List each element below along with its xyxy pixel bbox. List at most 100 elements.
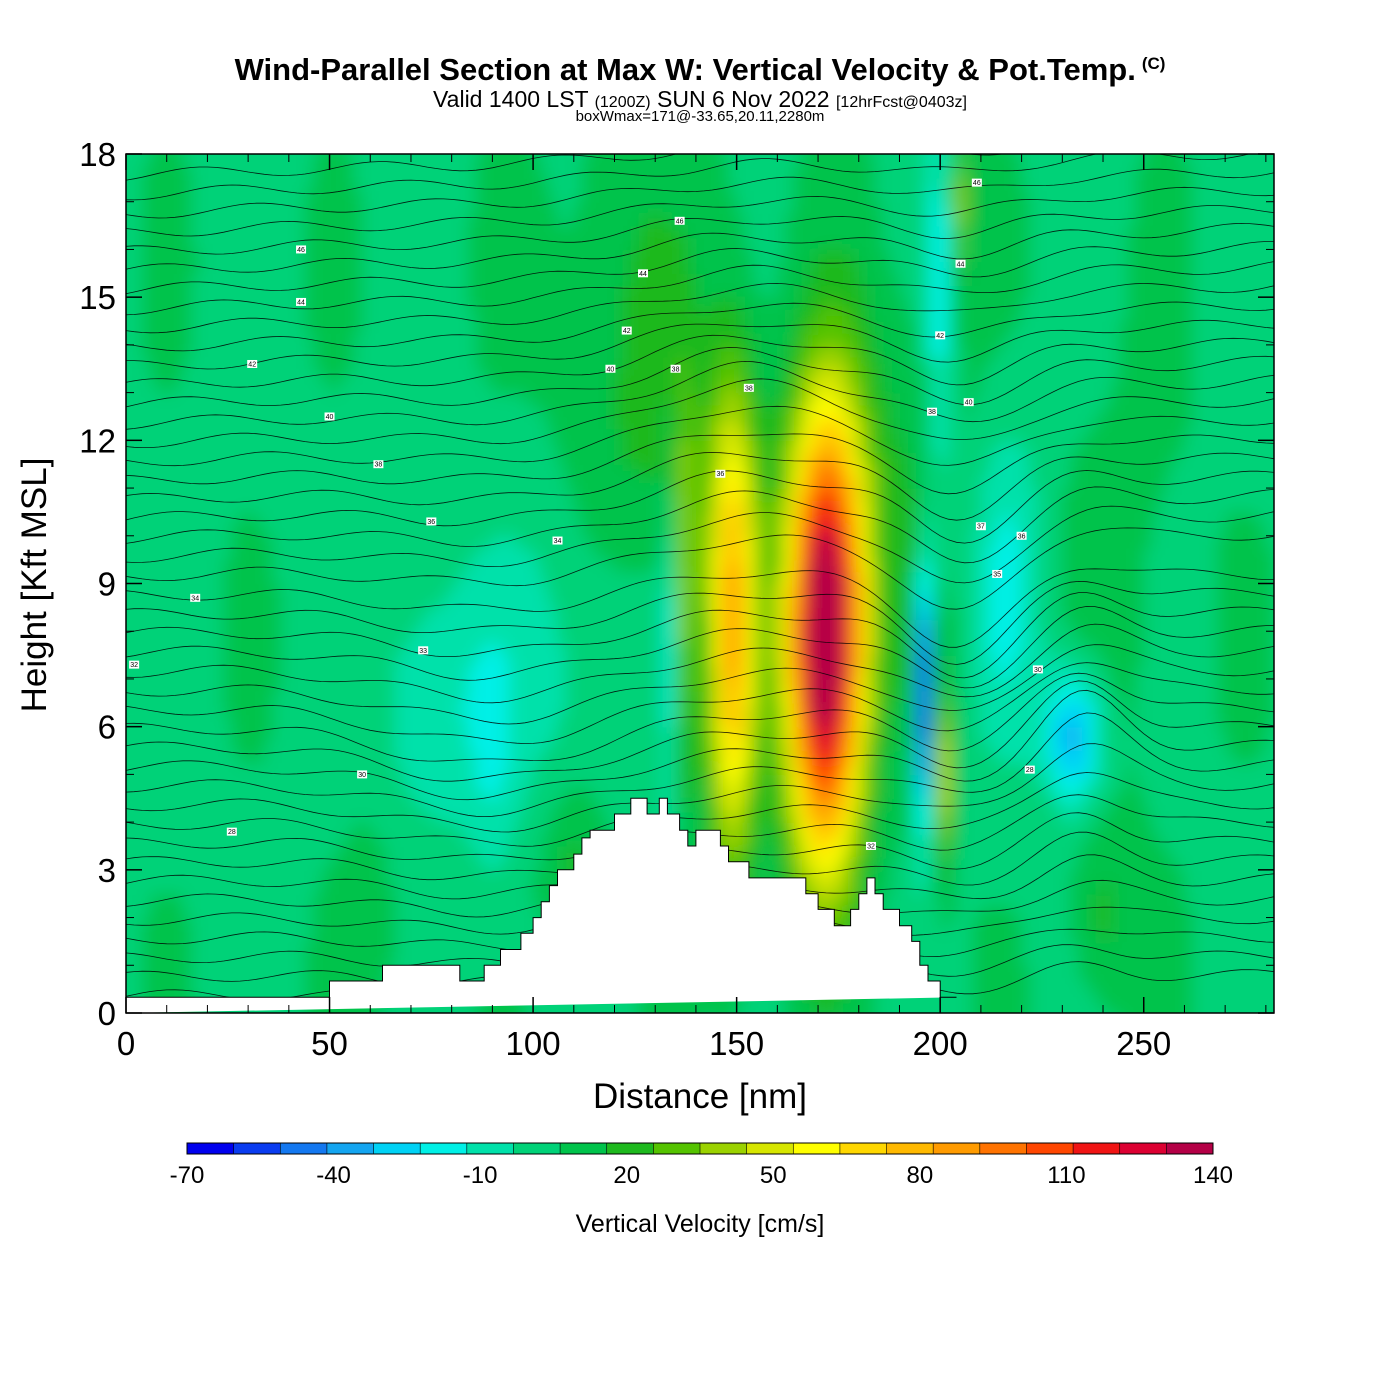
field-cell (305, 917, 314, 931)
field-cell (516, 762, 526, 776)
field-cell (199, 690, 209, 704)
field-cell (199, 1013, 208, 1026)
field-cell (427, 285, 437, 298)
field-cell (248, 547, 257, 561)
field-cell (329, 213, 339, 227)
field-cell (199, 846, 209, 859)
field-cell (427, 165, 437, 179)
field-cell (484, 738, 494, 752)
field-cell (573, 535, 583, 549)
field-cell (134, 273, 143, 286)
field-cell (516, 273, 526, 286)
field-cell (150, 535, 160, 549)
field-cell (207, 118, 216, 131)
field-cell (183, 977, 192, 990)
field-cell (557, 631, 567, 644)
field-cell (549, 631, 559, 644)
field-cell (500, 571, 510, 585)
field-cell (476, 523, 485, 537)
field-cell (468, 655, 477, 668)
field-cell (411, 1013, 420, 1026)
field-cell (207, 297, 217, 310)
field-cell (484, 834, 494, 847)
field-cell (248, 488, 257, 501)
field-cell (411, 643, 420, 656)
field-cell (362, 213, 371, 227)
field-cell (215, 356, 225, 370)
field-cell (126, 583, 135, 597)
field-cell (419, 667, 428, 680)
field-cell (158, 213, 168, 227)
field-cell (402, 249, 412, 263)
field-cell (191, 893, 200, 907)
field-cell (280, 547, 290, 561)
field-cell (468, 678, 477, 692)
field-cell (508, 321, 518, 334)
field-cell (297, 583, 306, 597)
field-cell (166, 309, 176, 322)
field-cell (272, 738, 282, 752)
field-cell (573, 834, 583, 847)
field-cell (223, 416, 233, 430)
field-cell (354, 392, 363, 406)
field-cell (329, 201, 339, 215)
field-cell (297, 309, 306, 322)
field-cell (468, 1013, 477, 1026)
field-cell (533, 416, 542, 430)
field-cell (427, 607, 437, 621)
field-cell (248, 154, 257, 155)
field-cell (476, 822, 485, 835)
field-cell (134, 822, 143, 835)
field-cell (191, 607, 200, 621)
field-cell (199, 810, 209, 823)
field-cell (386, 154, 396, 167)
field-cell (321, 977, 331, 990)
field-cell (516, 857, 526, 871)
field-cell (321, 440, 331, 453)
field-cell (215, 225, 225, 239)
field-cell (264, 989, 274, 1002)
field-cell (345, 273, 355, 286)
field-cell (329, 667, 339, 680)
field-cell (435, 941, 445, 955)
field-cell (492, 488, 502, 501)
field-cell (443, 857, 453, 871)
field-cell (590, 237, 599, 251)
field-cell (207, 404, 217, 418)
field-cell (305, 643, 314, 656)
field-cell (329, 404, 339, 418)
field-cell (354, 404, 363, 418)
field-cell (525, 678, 534, 692)
field-cell (533, 702, 542, 716)
field-cell (297, 857, 306, 871)
field-cell (581, 225, 591, 239)
field-cell (280, 249, 290, 263)
field-cell (573, 285, 583, 298)
field-cell (484, 643, 494, 656)
field-cell (476, 762, 485, 776)
field-cell (166, 416, 176, 430)
field-cell (329, 619, 339, 632)
field-cell (386, 225, 396, 239)
field-cell (435, 547, 445, 561)
field-cell (118, 118, 127, 131)
field-cell (345, 643, 355, 656)
field-cell (516, 356, 526, 370)
field-cell (345, 559, 355, 573)
field-cell (150, 333, 160, 346)
field-cell (573, 595, 583, 609)
field-cell (394, 368, 404, 382)
field-cell (280, 428, 290, 442)
field-cell (435, 488, 445, 501)
field-cell (443, 488, 453, 501)
field-cell (142, 726, 152, 740)
field-cell (468, 798, 477, 811)
field-cell (288, 917, 298, 931)
field-cell (402, 607, 412, 621)
field-cell (549, 321, 559, 334)
field-cell (150, 834, 160, 847)
field-cell (533, 309, 542, 322)
field-cell (256, 905, 266, 919)
field-cell (297, 822, 306, 835)
field-cell (573, 810, 583, 823)
